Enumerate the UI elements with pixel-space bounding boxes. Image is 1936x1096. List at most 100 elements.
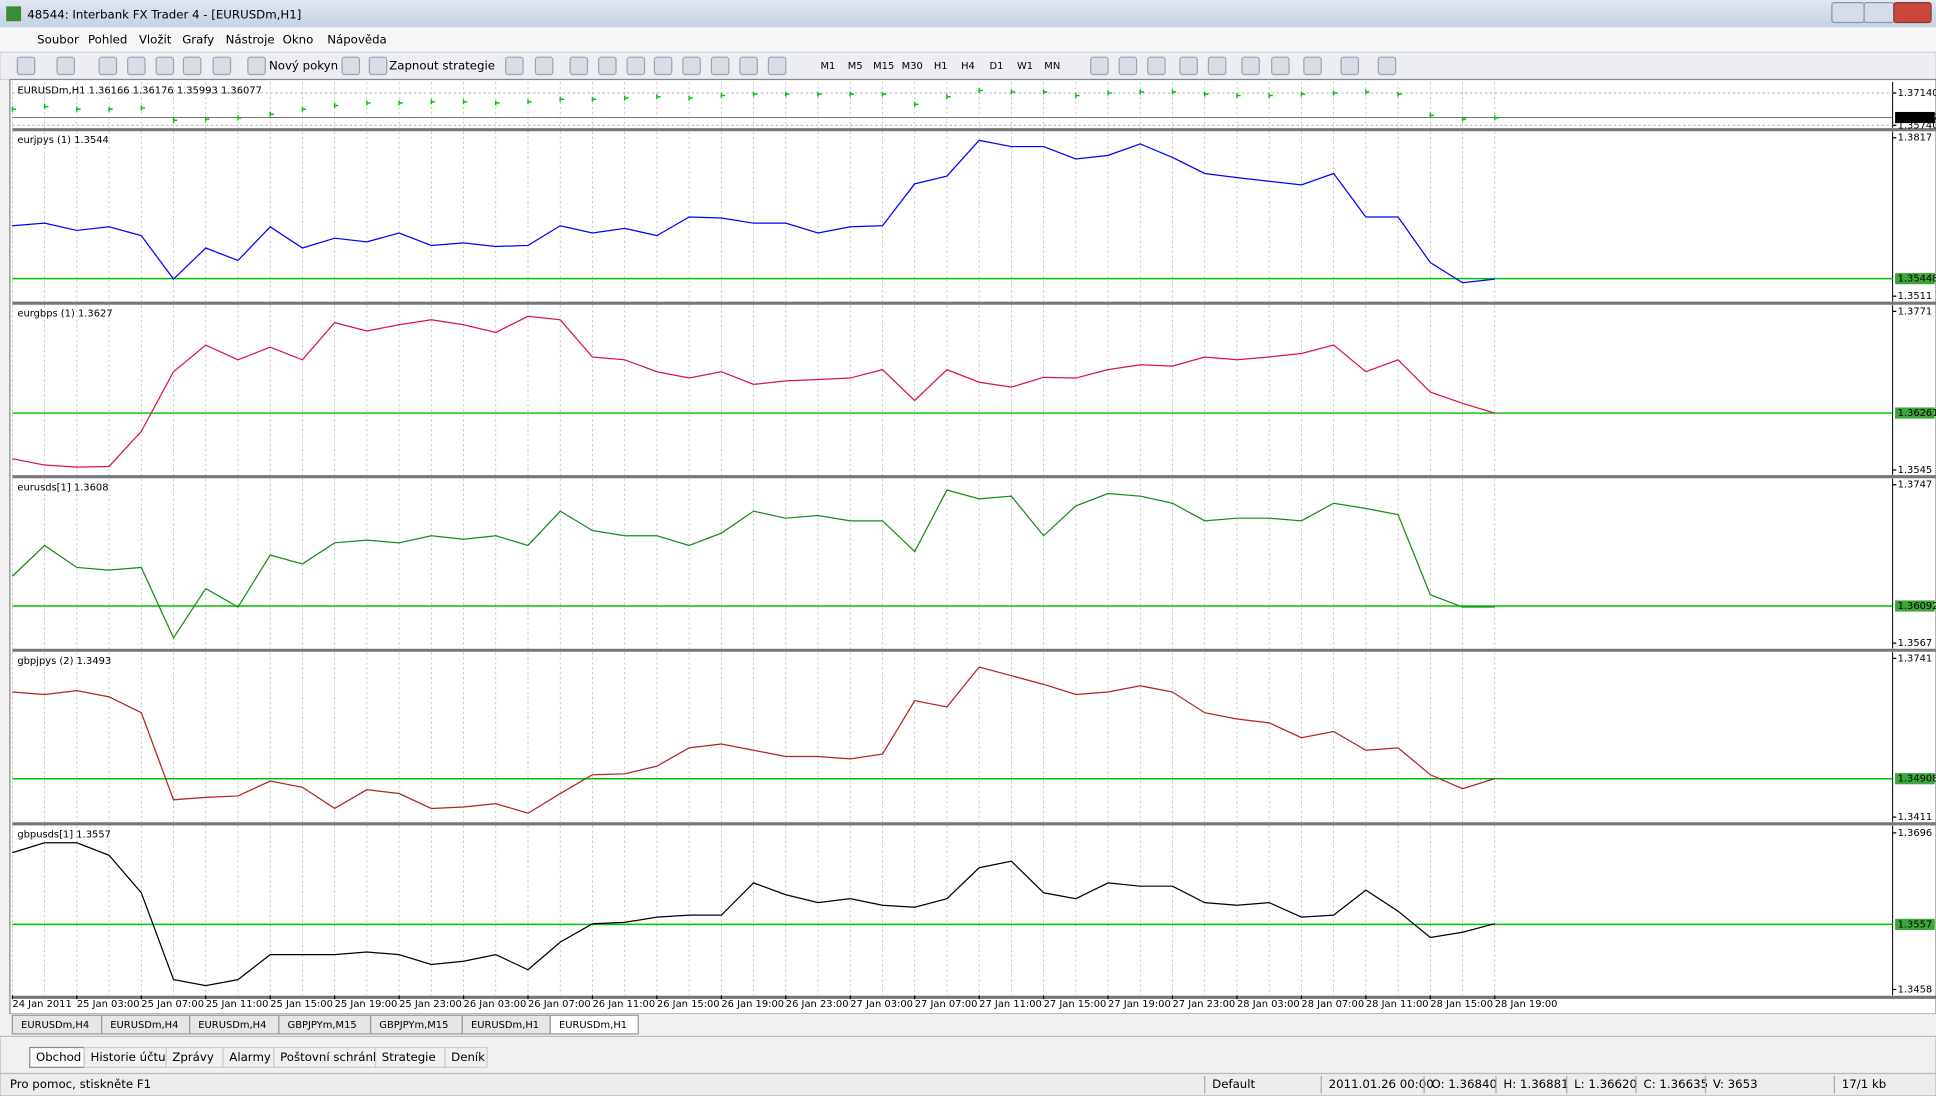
menu-item[interactable]: Pohled (88, 32, 127, 46)
toolbar-button[interactable] (598, 56, 617, 76)
current-price-label: 1.36261 (1898, 408, 1936, 419)
timeframe-button[interactable]: M5 (848, 61, 863, 72)
toolbar-button[interactable] (1303, 56, 1322, 76)
menu-item[interactable]: Okno (283, 32, 314, 46)
toolbar-button[interactable] (1207, 56, 1227, 76)
timeframe-button[interactable]: H1 (934, 61, 948, 72)
status-help: Pro pomoc, stiskněte F1 (10, 1077, 151, 1091)
toolbar-button[interactable] (182, 56, 202, 76)
y-tick-label: 1.3696 (1898, 828, 1933, 839)
toolbar-button[interactable] (767, 56, 787, 76)
y-tick-label: 1.3511 (1898, 291, 1933, 302)
pane-title: eurusds[1] 1.3608 (17, 482, 108, 493)
toolbar-button[interactable] (1118, 56, 1138, 76)
x-tick-label: 28 Jan 11:00 (1366, 999, 1429, 1010)
menu-item[interactable]: Vložit (139, 32, 172, 46)
terminal-tab-label[interactable]: Alarmy (229, 1050, 271, 1064)
toolbar-button[interactable] (16, 56, 36, 76)
toolbar-button[interactable] (341, 56, 361, 76)
chart-tab-label[interactable]: EURUSDm,H4 (198, 1020, 266, 1031)
toolbar-button[interactable] (710, 56, 730, 76)
minimize-button[interactable] (1831, 2, 1865, 24)
x-tick-label: 25 Jan 03:00 (77, 999, 140, 1010)
terminal-tab[interactable] (444, 1046, 488, 1068)
toolbar-button[interactable] (739, 56, 758, 76)
x-tick-label: 25 Jan 07:00 (141, 999, 204, 1010)
toolbar-button[interactable] (626, 56, 646, 76)
x-tick-label: 24 Jan 2011 (12, 999, 71, 1010)
toolbar-button[interactable] (505, 56, 524, 76)
timeframe-button[interactable]: M30 (902, 61, 923, 72)
menu-item[interactable]: Nástroje (226, 32, 275, 46)
app-icon (6, 6, 22, 22)
x-tick-label: 27 Jan 03:00 (850, 999, 913, 1010)
current-price-box (1895, 407, 1935, 419)
toolbar-button[interactable] (569, 56, 589, 76)
toolbar-button[interactable] (1179, 56, 1198, 76)
toolbar-button[interactable] (682, 56, 701, 76)
x-tick-label: 25 Jan 23:00 (399, 999, 462, 1010)
toolbar-button[interactable] (212, 56, 232, 76)
menu-item[interactable]: Grafy (182, 32, 214, 46)
timeframe-button[interactable]: M15 (873, 61, 894, 72)
chart-tab-label[interactable]: GBPJPYm,M15 (288, 1020, 357, 1031)
toolbar-label[interactable]: Nový pokyn (269, 58, 338, 72)
toolbar-button[interactable] (534, 56, 554, 76)
timeframe-button[interactable]: M1 (821, 61, 836, 72)
current-price-label: 1.36092 (1898, 601, 1936, 612)
chart-tab-label[interactable]: GBPJPYm,M15 (379, 1020, 448, 1031)
x-tick-label: 27 Jan 15:00 (1044, 999, 1107, 1010)
menu-item[interactable]: Nápověda (327, 32, 387, 46)
pane-title: gbpjpys (2) 1.3493 (17, 656, 111, 667)
indicator-line (12, 842, 1495, 987)
close-button[interactable] (1893, 2, 1932, 24)
menu-item[interactable]: Soubor (37, 32, 79, 46)
terminal-tab-label[interactable]: Poštovní schránka (280, 1050, 387, 1064)
toolbar-button[interactable] (1340, 56, 1360, 76)
pane-title: eurgbps (1) 1.3627 (17, 309, 112, 320)
toolbar-button[interactable] (247, 56, 266, 76)
timeframe-button[interactable]: MN (1044, 61, 1060, 72)
toolbar-button[interactable] (1241, 56, 1260, 76)
pane-title: EURUSDm,H1 1.36166 1.36176 1.35993 1.360… (17, 86, 262, 97)
toolbar-button[interactable] (368, 56, 388, 76)
maximize-button[interactable] (1863, 2, 1895, 24)
current-price-box (1895, 111, 1935, 124)
toolbar-button[interactable] (1377, 56, 1397, 76)
chart-tab[interactable] (549, 1014, 639, 1035)
terminal-tab-label[interactable]: Zprávy (172, 1050, 214, 1064)
terminal-tab-label[interactable]: Strategie (382, 1050, 436, 1064)
indicator-line (11, 489, 1495, 640)
toolbar-button[interactable] (56, 56, 75, 76)
chart-tab-label[interactable]: EURUSDm,H1 (559, 1020, 627, 1031)
toolbar-button[interactable] (653, 56, 673, 76)
toolbar-button[interactable] (1147, 56, 1166, 76)
y-tick-label: 1.35740 (1898, 120, 1936, 131)
terminal-tab-label[interactable]: Historie účtu (90, 1050, 165, 1064)
chart-window (9, 78, 1936, 1015)
chart-tab-label[interactable]: EURUSDm,H4 (21, 1020, 89, 1031)
x-tick-label: 28 Jan 19:00 (1495, 999, 1558, 1010)
x-tick-label: 28 Jan 15:00 (1430, 999, 1493, 1010)
pane-title: gbpusds[1] 1.3557 (17, 829, 111, 840)
y-tick-label: 1.3567 (1898, 638, 1933, 649)
current-price-box (1895, 773, 1935, 785)
terminal-tab-label[interactable]: Obchod (36, 1050, 81, 1064)
current-price-box (1895, 600, 1935, 612)
toolbar-button[interactable] (127, 56, 146, 76)
timeframe-button[interactable]: H4 (961, 61, 975, 72)
current-price-box (1895, 273, 1935, 285)
toolbar-button[interactable] (1271, 56, 1290, 76)
chart-tab-label[interactable]: EURUSDm,H1 (471, 1020, 539, 1031)
toolbar-button[interactable] (155, 56, 175, 76)
toolbar-button[interactable] (98, 56, 118, 76)
toolbar-label[interactable]: Zapnout strategie (389, 58, 495, 72)
terminal-tab-label[interactable]: Deník (451, 1050, 485, 1064)
timeframe-button[interactable]: W1 (1017, 61, 1033, 72)
x-tick-label: 26 Jan 11:00 (592, 999, 655, 1010)
y-tick-label: 1.3771 (1898, 306, 1933, 317)
chart-tab-label[interactable]: EURUSDm,H4 (110, 1020, 178, 1031)
toolbar-button[interactable] (1090, 56, 1109, 76)
timeframe-button[interactable]: D1 (990, 61, 1004, 72)
